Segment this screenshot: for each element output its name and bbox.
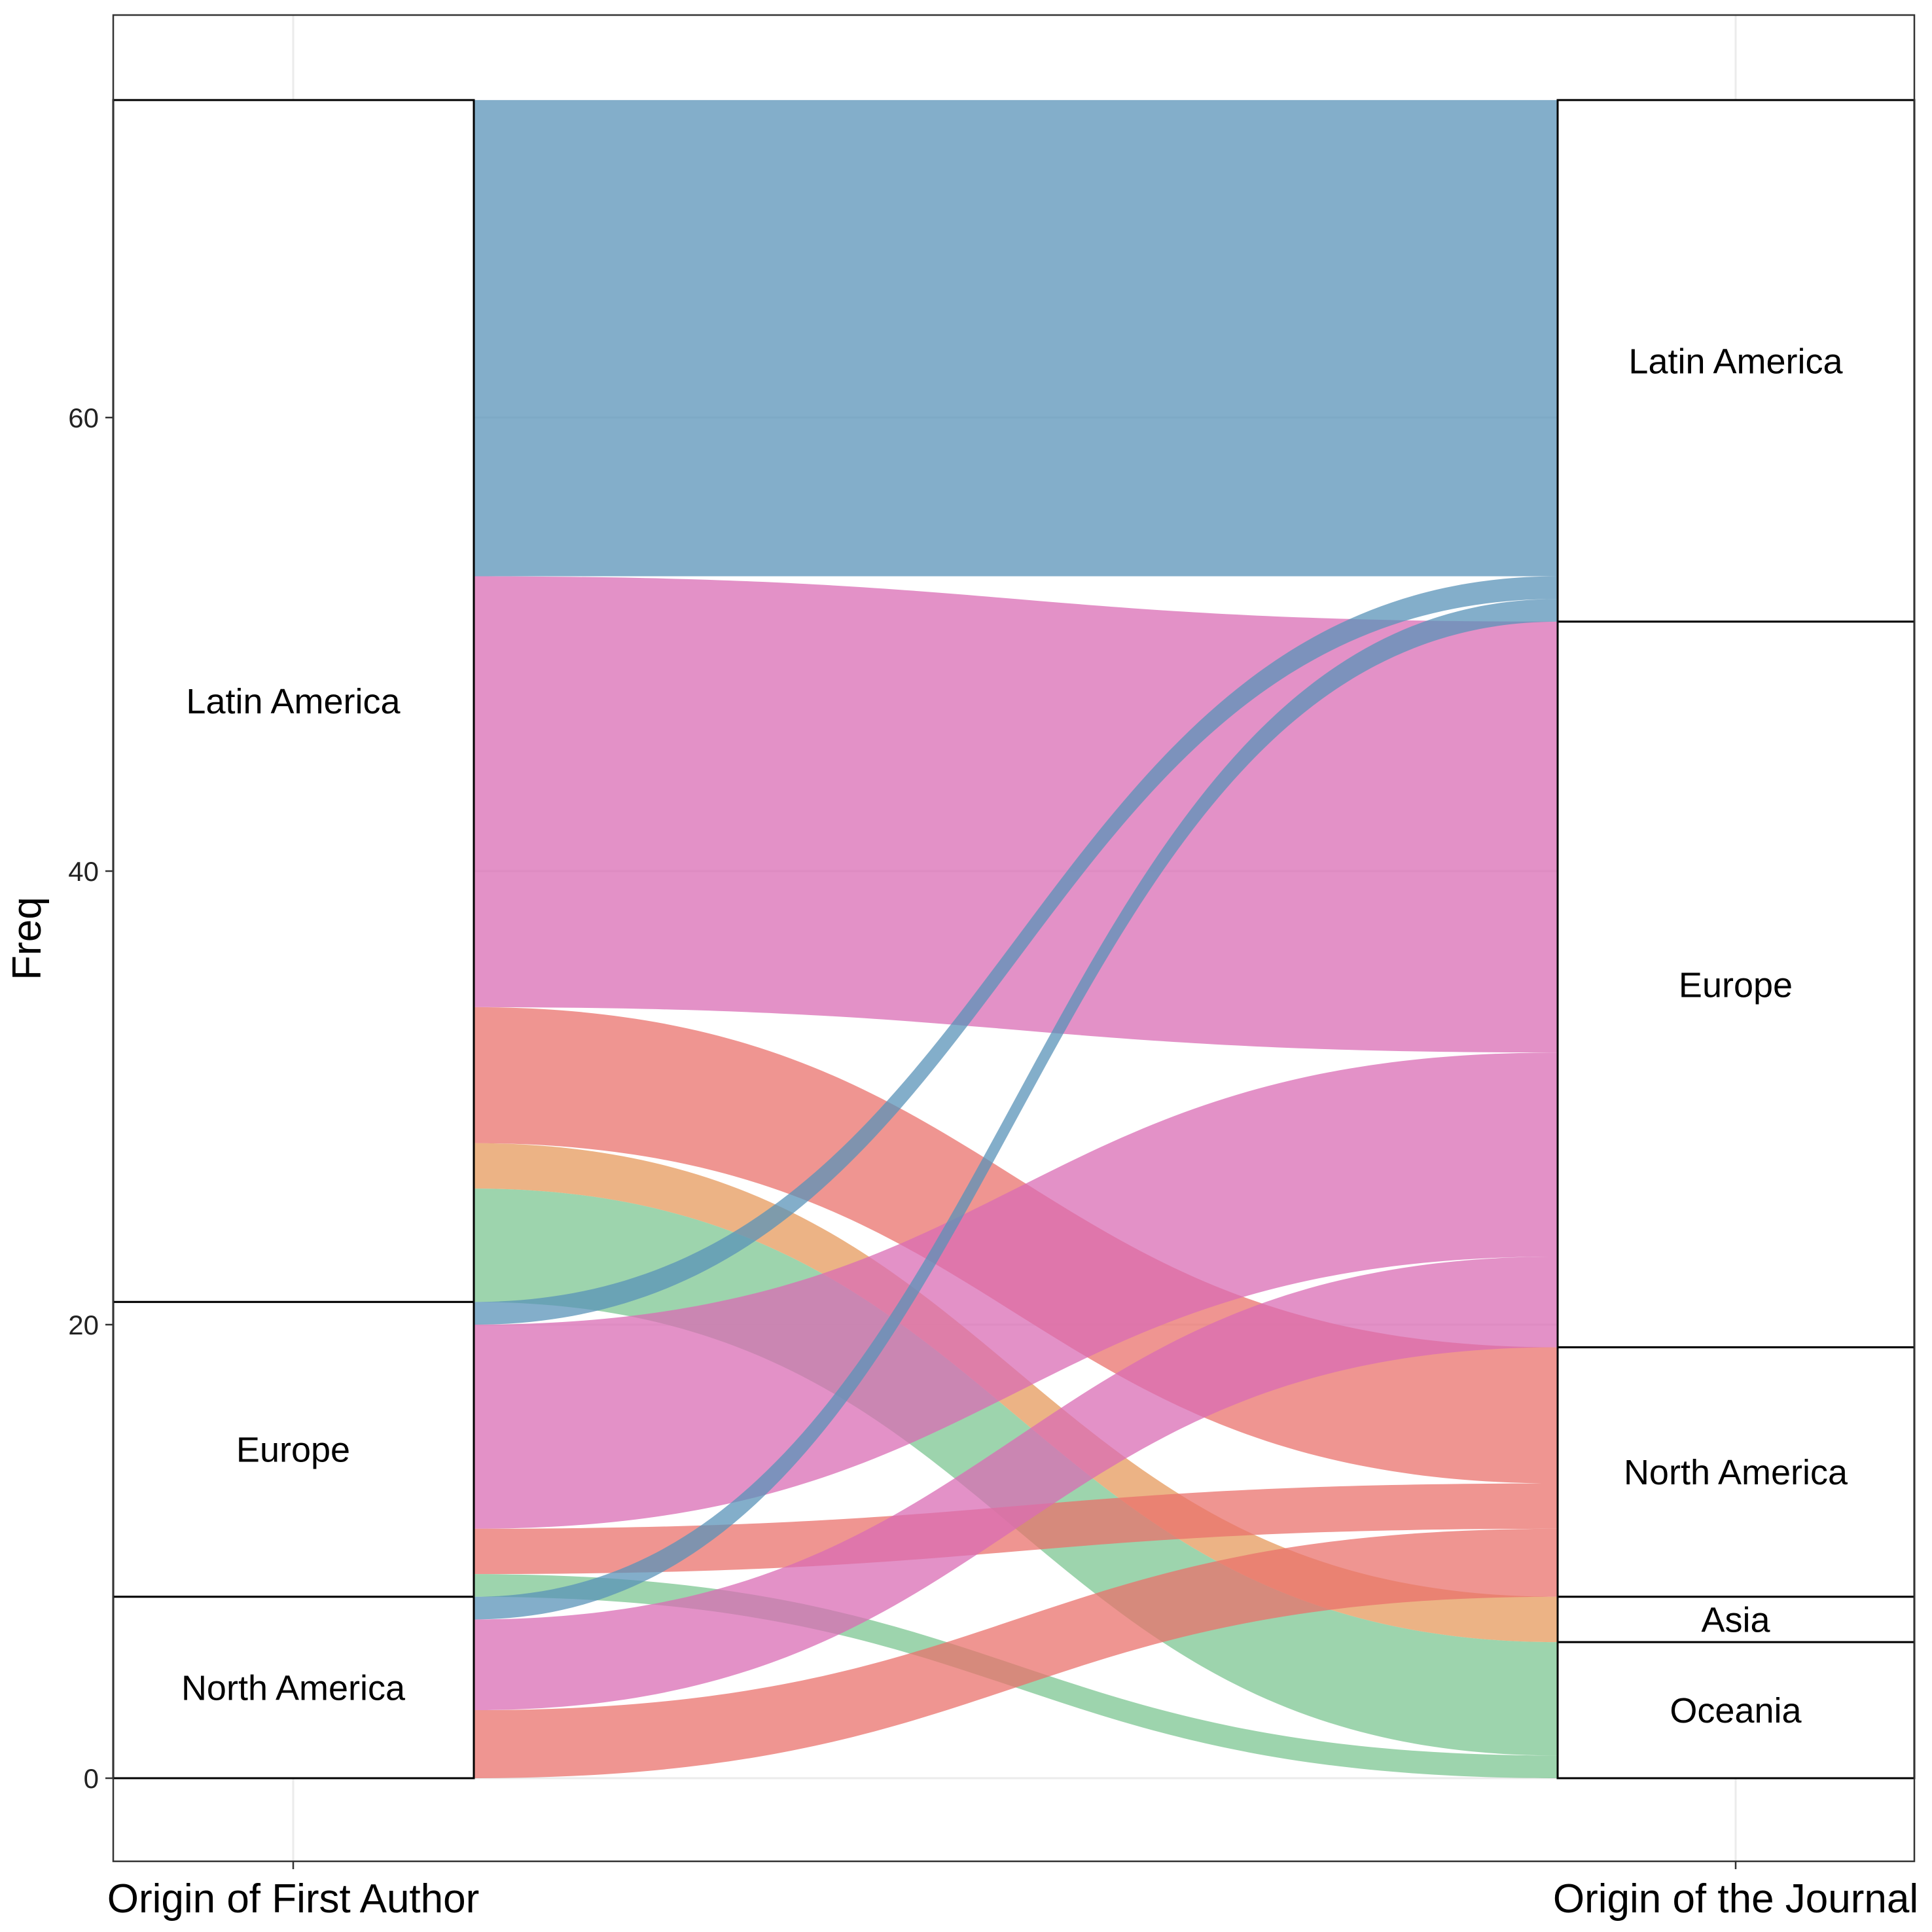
axes: 0 20 40 60 Origin of First Author Origin of t… xyxy=(68,402,1918,1922)
flow-north-america-to-latin-america xyxy=(474,599,1558,1620)
right-stratum-asia xyxy=(1556,1596,1916,1643)
flows xyxy=(474,99,1558,1778)
flow-europe-to-latin-america xyxy=(474,576,1558,1325)
right-stratum-europe xyxy=(1556,620,1916,1349)
x-tick-label: Origin of First Author xyxy=(107,1876,480,1922)
y-tick-label: 60 xyxy=(68,402,99,433)
flow-latin-america-to-europe xyxy=(474,576,1558,1053)
flow-north-america-to-europe xyxy=(474,1257,1558,1711)
flow-north-america-to-north-america xyxy=(474,1528,1558,1778)
right-stratum-label-europe: Europe xyxy=(1679,965,1793,1005)
right-stratum-label-oceania: Oceania xyxy=(1670,1691,1802,1730)
panel-border xyxy=(112,14,1916,1863)
flow-latin-america-to-asia xyxy=(474,1143,1558,1643)
flow-europe-to-north-america xyxy=(474,1483,1558,1575)
x-tick-label: Origin of the Journal xyxy=(1553,1876,1918,1922)
y-axis-label: Freq xyxy=(5,897,50,980)
right-stratum-north-america xyxy=(1556,1346,1916,1598)
y-tick-label: 40 xyxy=(68,856,99,887)
left-stratum-label-europe: Europe xyxy=(236,1431,350,1470)
y-tick-label: 20 xyxy=(68,1310,99,1340)
y-tick-label: 0 xyxy=(84,1763,99,1794)
left-stratum-label-latin-america: Latin America xyxy=(186,682,401,721)
flow-europe-to-europe xyxy=(474,1052,1558,1529)
left-stratum-label-north-america: North America xyxy=(181,1668,406,1708)
right-stratum-label-latin-america: Latin America xyxy=(1628,342,1843,381)
right-stratum-label-north-america: North America xyxy=(1624,1453,1848,1492)
right-stratum-latin-america xyxy=(1556,99,1916,623)
left-stratum-north-america xyxy=(112,1596,475,1780)
left-stratum-europe xyxy=(112,1300,475,1598)
right-stratum-label-asia: Asia xyxy=(1701,1600,1770,1639)
flow-latin-america-to-latin-america xyxy=(474,99,1558,577)
